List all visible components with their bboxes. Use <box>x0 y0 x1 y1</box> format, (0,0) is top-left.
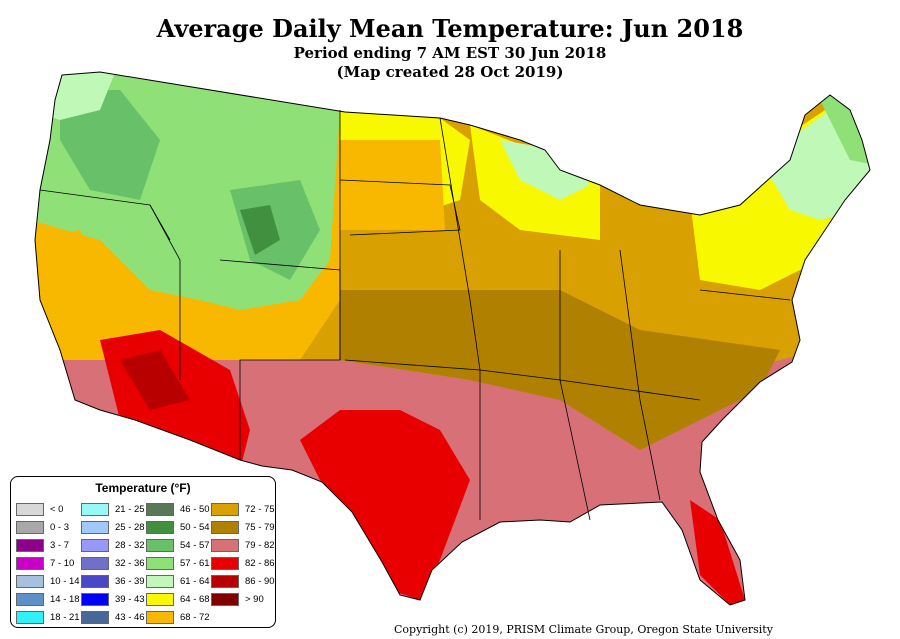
legend-swatch <box>146 592 174 606</box>
region-68-72-dakotas <box>340 140 445 230</box>
map-title: Average Daily Mean Temperature: Jun 2018 <box>156 14 744 43</box>
legend-swatch <box>211 592 239 606</box>
legend: Temperature (°F) < 0 0 - 3 3 - 7 7 - 10 10 -… <box>10 476 276 628</box>
legend-item: 54 - 57 <box>146 536 211 554</box>
legend-label: 36 - 39 <box>115 575 145 587</box>
legend-item: 57 - 61 <box>146 554 211 572</box>
legend-swatch <box>16 610 44 624</box>
legend-item: 10 - 14 <box>16 572 81 590</box>
legend-label: < 0 <box>50 503 64 515</box>
legend-swatch <box>16 556 44 570</box>
legend-swatch <box>81 520 109 534</box>
legend-item: 50 - 54 <box>146 518 211 536</box>
legend-item: 28 - 32 <box>81 536 146 554</box>
legend-item: 86 - 90 <box>211 572 276 590</box>
legend-label: 61 - 64 <box>180 575 210 587</box>
legend-label: 28 - 32 <box>115 539 145 551</box>
legend-label: 54 - 57 <box>180 539 210 551</box>
legend-swatch <box>146 610 174 624</box>
legend-label: 50 - 54 <box>180 521 210 533</box>
legend-swatch <box>16 520 44 534</box>
legend-swatch <box>81 556 109 570</box>
legend-label: 25 - 28 <box>115 521 145 533</box>
copyright: Copyright (c) 2019, PRISM Climate Group,… <box>394 623 773 636</box>
legend-label: 0 - 3 <box>50 521 70 533</box>
legend-swatch <box>146 574 174 588</box>
legend-item: 14 - 18 <box>16 590 81 608</box>
region-86-90 <box>120 350 190 410</box>
legend-label: 82 - 86 <box>245 557 275 569</box>
map-created-date: (Map created 28 Oct 2019) <box>336 63 564 81</box>
legend-item: 3 - 7 <box>16 536 81 554</box>
legend-swatch <box>211 538 239 552</box>
legend-swatch <box>81 610 109 624</box>
region-54-57 <box>60 90 160 200</box>
legend-label: 75 - 79 <box>245 521 275 533</box>
legend-label: 46 - 50 <box>180 503 210 515</box>
legend-swatch <box>211 520 239 534</box>
legend-swatch <box>211 574 239 588</box>
region-82-86-texas <box>300 410 470 600</box>
legend-item: 0 - 3 <box>16 518 81 536</box>
legend-swatch <box>211 502 239 516</box>
legend-swatch <box>16 502 44 516</box>
legend-swatch <box>146 556 174 570</box>
state-borders <box>39 110 791 521</box>
legend-title: Temperature (°F) <box>95 481 191 495</box>
legend-item: 7 - 10 <box>16 554 81 572</box>
legend-item: 25 - 28 <box>81 518 146 536</box>
legend-item: 21 - 25 <box>81 500 146 518</box>
legend-swatch <box>16 574 44 588</box>
legend-label: 21 - 25 <box>115 503 145 515</box>
legend-item: 75 - 79 <box>211 518 276 536</box>
legend-label: > 90 <box>245 593 264 605</box>
legend-label: 86 - 90 <box>245 575 275 587</box>
legend-item: 32 - 36 <box>81 554 146 572</box>
legend-item: 43 - 46 <box>81 608 146 626</box>
legend-label: 32 - 36 <box>115 557 145 569</box>
legend-item: 79 - 82 <box>211 536 276 554</box>
legend-item: 39 - 43 <box>81 590 146 608</box>
legend-item: < 0 <box>16 500 81 518</box>
legend-swatch <box>146 520 174 534</box>
legend-item: > 90 <box>211 590 276 608</box>
legend-item: 18 - 21 <box>16 608 81 626</box>
legend-swatch <box>211 556 239 570</box>
legend-label: 79 - 82 <box>245 539 275 551</box>
legend-swatch <box>16 538 44 552</box>
legend-swatch <box>81 574 109 588</box>
legend-label: 72 - 75 <box>245 503 275 515</box>
legend-label: 57 - 61 <box>180 557 210 569</box>
legend-item: 46 - 50 <box>146 500 211 518</box>
legend-label: 68 - 72 <box>180 611 210 623</box>
legend-item: 82 - 86 <box>211 554 276 572</box>
legend-label: 7 - 10 <box>50 557 75 569</box>
legend-label: 18 - 21 <box>50 611 80 623</box>
us-outline <box>34 71 871 606</box>
legend-item: 64 - 68 <box>146 590 211 608</box>
legend-item: 68 - 72 <box>146 608 211 626</box>
legend-item: 72 - 75 <box>211 500 276 518</box>
region-82-86-florida <box>690 500 745 605</box>
legend-swatch <box>81 538 109 552</box>
region-68-72-california <box>35 230 110 360</box>
legend-label: 3 - 7 <box>50 539 70 551</box>
legend-swatch <box>146 502 174 516</box>
legend-label: 10 - 14 <box>50 575 80 587</box>
legend-label: 39 - 43 <box>115 593 145 605</box>
region-50-54 <box>240 205 280 255</box>
map-subtitle: Period ending 7 AM EST 30 Jun 2018 <box>293 44 607 62</box>
legend-swatch <box>146 538 174 552</box>
legend-label: 14 - 18 <box>50 593 80 605</box>
legend-item: 36 - 39 <box>81 572 146 590</box>
legend-swatch <box>16 592 44 606</box>
legend-item: 61 - 64 <box>146 572 211 590</box>
legend-swatch <box>81 502 109 516</box>
legend-label: 64 - 68 <box>180 593 210 605</box>
region-61-64-superior <box>500 140 590 200</box>
legend-grid: < 0 0 - 3 3 - 7 7 - 10 10 - 14 14 - 18 18 - 21… <box>16 500 276 626</box>
legend-label: 43 - 46 <box>115 611 145 623</box>
legend-swatch <box>81 592 109 606</box>
